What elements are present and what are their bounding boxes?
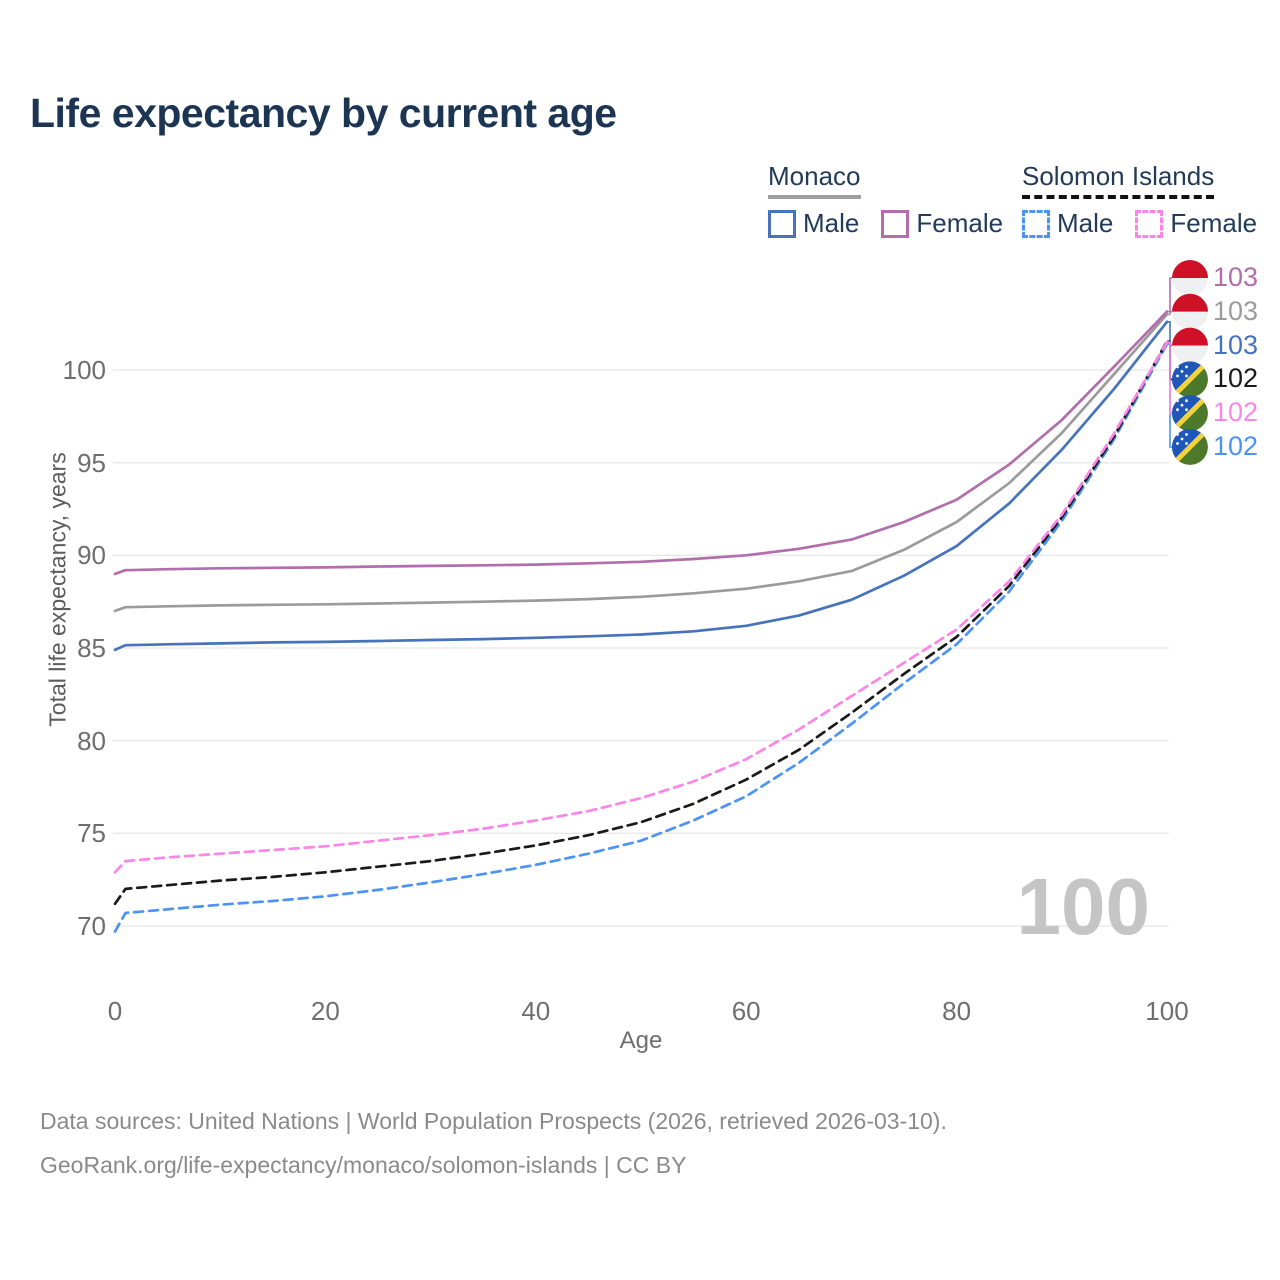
series-line-solomon-islands-male xyxy=(113,342,1169,933)
monaco-flag-icon xyxy=(1172,311,1208,330)
end-value-label-monaco-female: 103 xyxy=(1213,262,1259,292)
leader-line-2 xyxy=(1167,321,1172,347)
x-tick-label-40: 40 xyxy=(521,996,551,1026)
x-tick-label-20: 20 xyxy=(310,996,340,1026)
solomon-islands-flag-icon xyxy=(1172,361,1208,398)
monaco-flag-icon xyxy=(1172,293,1208,312)
y-tick-label-95: 95 xyxy=(77,447,106,478)
end-value-label-monaco-male: 103 xyxy=(1213,329,1259,360)
leader-line-0 xyxy=(1167,277,1172,313)
legend-label-solomon-male: Male xyxy=(1057,208,1114,238)
legend-swatch-monaco-female xyxy=(881,209,910,238)
footer-data-sources: Data sources: United Nations | World Pop… xyxy=(40,1108,947,1134)
y-tick-label-70: 70 xyxy=(77,911,106,941)
leader-line-4 xyxy=(1167,341,1172,414)
monaco-flag-icon xyxy=(1172,345,1208,364)
end-value-label-solomon-islands-both-sexes: 102 xyxy=(1213,363,1259,394)
legend-swatch-monaco-male xyxy=(768,209,796,238)
y-tick-label-85: 85 xyxy=(77,633,106,663)
legend-swatch-solomon-female xyxy=(1135,209,1164,238)
series-line-monaco-male xyxy=(113,320,1169,652)
end-value-label-monaco-both-sexes: 103 xyxy=(1213,295,1259,326)
x-tick-label-0: 0 xyxy=(107,996,123,1026)
age-watermark: 100 xyxy=(1016,862,1150,951)
legend-country-monaco: Monaco xyxy=(768,161,861,199)
y-tick-label-75: 75 xyxy=(77,818,106,849)
series-line-solomon-islands-female xyxy=(113,340,1169,874)
legend-group-solomon: Solomon Islands Male Female xyxy=(1022,161,1279,239)
end-value-label-solomon-islands-female: 102 xyxy=(1213,397,1259,428)
solomon-islands-flag-icon xyxy=(1172,395,1208,432)
footer: Data sources: United Nations | World Pop… xyxy=(40,1108,947,1196)
y-tick-label-100: 100 xyxy=(62,355,106,385)
x-tick-label-60: 60 xyxy=(731,996,761,1026)
footer-attribution: GeoRank.org/life-expectancy/monaco/solom… xyxy=(40,1152,687,1178)
series-line-monaco-both-sexes xyxy=(113,313,1169,613)
legend-country-solomon-islands: Solomon Islands xyxy=(1022,161,1215,199)
legend-swatch-solomon-male xyxy=(1022,209,1050,238)
x-tick-label-100: 100 xyxy=(1145,996,1189,1026)
end-value-label-solomon-islands-male: 102 xyxy=(1213,431,1259,461)
monaco-flag-icon xyxy=(1172,327,1208,346)
monaco-flag-icon xyxy=(1172,260,1208,278)
series-line-monaco-female xyxy=(113,310,1169,576)
legend-label-monaco-female: Female xyxy=(916,208,1004,238)
x-axis-title: Age xyxy=(619,1027,663,1054)
y-tick-label-90: 90 xyxy=(77,540,106,571)
legend-label-solomon-female: Female xyxy=(1170,208,1258,238)
solomon-islands-flag-icon xyxy=(1172,429,1208,465)
monaco-flag-icon xyxy=(1172,278,1208,296)
y-tick-label-80: 80 xyxy=(77,725,106,756)
x-tick-label-80: 80 xyxy=(942,996,972,1026)
leader-line-1 xyxy=(1167,311,1172,316)
legend-label-monaco-male: Male xyxy=(803,208,860,238)
legend-group-monaco: Monaco Male Female xyxy=(768,161,1025,239)
page-title: Life expectancy by current age xyxy=(30,90,617,136)
series-line-solomon-islands-both-sexes xyxy=(113,339,1169,906)
